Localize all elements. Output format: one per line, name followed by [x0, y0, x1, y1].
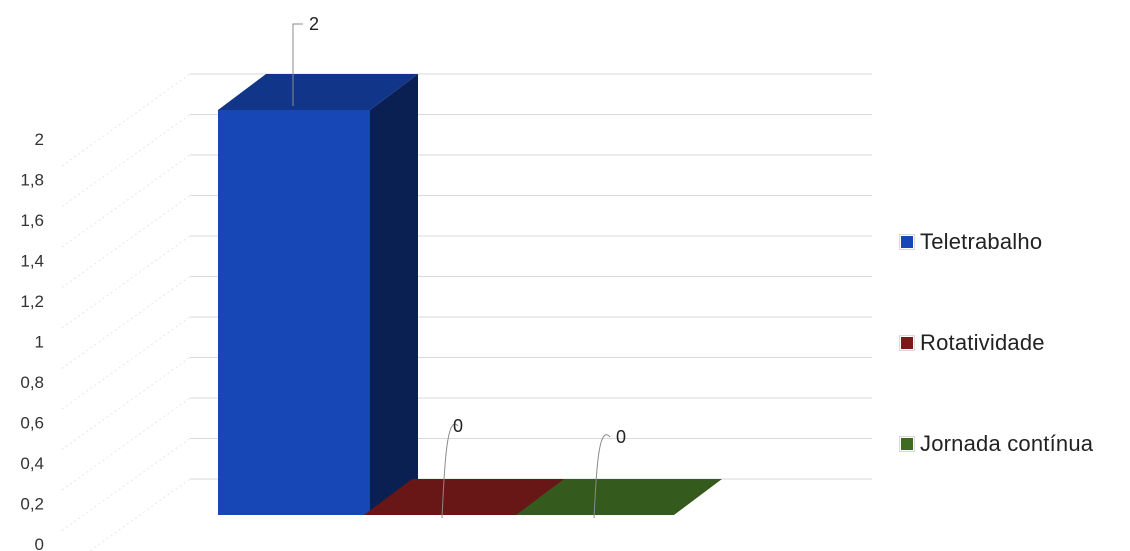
data-label: 0: [593, 427, 626, 519]
bar-front-face: [218, 110, 370, 515]
y-tick-label: 2: [35, 130, 44, 149]
side-gridline: [61, 114, 191, 207]
legend-item: Jornada contínua: [899, 424, 1130, 464]
y-tick-label: 1: [35, 333, 44, 352]
legend-swatch: [899, 335, 915, 351]
bar-rotatividade: [364, 479, 570, 515]
side-gridline: [61, 438, 191, 531]
legend-item: Rotatividade: [899, 323, 1130, 363]
legend-label: Teletrabalho: [920, 229, 1043, 254]
legend-label: Jornada contínua: [920, 431, 1094, 456]
y-tick-label: 1,4: [20, 252, 44, 271]
data-labels: 2 0 0: [292, 14, 626, 519]
side-gridline: [61, 357, 191, 450]
y-tick-label: 0,6: [20, 414, 44, 433]
bar-top-face: [364, 479, 570, 515]
side-gridline: [61, 195, 191, 288]
y-tick-label: 0,8: [20, 373, 44, 392]
data-label-text: 0: [453, 416, 463, 436]
y-tick-label: 1,2: [20, 292, 44, 311]
y-tick-label: 0: [35, 535, 44, 551]
data-label-text: 2: [309, 14, 319, 34]
legend-swatch: [899, 436, 915, 452]
side-gridline: [61, 397, 191, 491]
chart-bars: [218, 74, 722, 515]
y-tick-label: 0,4: [20, 454, 44, 473]
side-gridline: [61, 73, 191, 167]
bar-teletrabalho: [218, 74, 418, 515]
side-gridline: [61, 235, 191, 329]
bar-top-face: [516, 479, 722, 515]
legend-item: Teletrabalho: [899, 222, 1130, 262]
bar-jornada-contínua: [516, 479, 722, 515]
y-axis-ticks: 0 0,2 0,4 0,6 0,8 1 1,2 1,4 1,6 1,8 2: [20, 130, 44, 551]
y-tick-label: 0,2: [20, 495, 44, 514]
bar-top-face: [218, 74, 418, 110]
side-gridline: [88, 478, 191, 551]
data-label: 0: [441, 416, 463, 519]
legend-swatch: [899, 234, 915, 250]
chart-legend: Teletrabalho Rotatividade Jornada contínua: [899, 222, 1130, 525]
side-gridline: [61, 276, 191, 369]
y-tick-label: 1,6: [20, 211, 44, 230]
legend-label: Rotatividade: [920, 330, 1045, 355]
bar-side-face: [370, 74, 418, 515]
y-tick-label: 1,8: [20, 171, 44, 190]
data-label: 2: [292, 14, 319, 106]
side-gridline: [61, 316, 191, 410]
side-gridline: [61, 154, 191, 248]
data-label-text: 0: [616, 427, 626, 447]
